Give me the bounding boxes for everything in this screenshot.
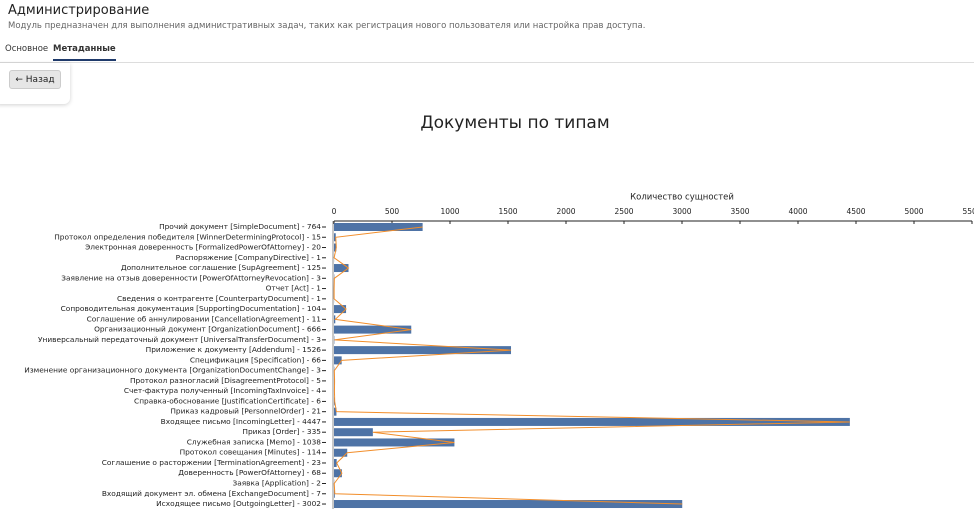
bar (334, 325, 412, 334)
y-tick-label: Приложение к документу [Addendum] - 1526 (146, 345, 322, 354)
y-tick-label: Протокол определения победителя [WinnerD… (54, 232, 321, 241)
x-tick-label: 4000 (788, 207, 807, 216)
y-tick-label: Дополнительное соглашение [SupAgreement]… (121, 263, 321, 272)
bar (334, 346, 512, 355)
chart-title: Документы по типам (420, 113, 609, 133)
y-tick-label: Спецификация [Specification] - 66 (190, 355, 321, 364)
y-tick-label: Исходящее письмо [OutgoingLetter] - 3002 (156, 499, 321, 508)
bar (334, 500, 683, 509)
tab[interactable]: Основное (5, 44, 49, 54)
y-tick-label: Приказ кадровый [PersonnelOrder] - 21 (170, 407, 321, 416)
bar (334, 458, 337, 467)
y-tick-label: Электронная доверенность [FormalizedPowe… (85, 243, 321, 252)
x-tick-label: 2500 (614, 207, 633, 216)
y-tick-label: Заявка [Application] - 2 (232, 479, 321, 488)
x-tick-label: 1500 (498, 207, 517, 216)
y-tick-label: Приказ [Order] - 335 (242, 427, 321, 436)
bar (334, 243, 337, 252)
bar (334, 223, 423, 231)
y-tick-label: Входящий документ эл. обмена [ExchangeDo… (102, 489, 321, 498)
x-axis-label: Количество сущностей (630, 193, 734, 203)
x-tick-label: 3000 (672, 207, 691, 216)
tab-active[interactable]: Метаданные (53, 44, 116, 61)
y-tick-label: Справка-обоснование [JustificationCertif… (134, 396, 321, 405)
y-tick-label: Протокол совещания [Minutes] - 114 (180, 448, 322, 457)
bar (334, 233, 336, 242)
back-button[interactable]: ← Назад (9, 70, 61, 89)
x-tick-label: 3500 (730, 207, 749, 216)
y-tick-label: Универсальный передаточный документ [Uni… (38, 335, 321, 344)
y-tick-label: Сопроводительная документация [Supportin… (61, 304, 322, 313)
y-tick-label: Соглашение об аннулировании [Cancellatio… (87, 314, 322, 323)
bar (334, 417, 850, 426)
x-tick-label: 5000 (904, 207, 923, 216)
y-tick-label: Счет-фактура полученный [IncomingTaxInvo… (124, 386, 321, 395)
y-tick-label: Организационный документ [OrganizationDo… (94, 325, 321, 334)
bar (334, 438, 455, 447)
page-subtitle: Модуль предназначен для выполнения админ… (8, 21, 646, 31)
bar (334, 305, 347, 314)
y-tick-label: Доверенность [PowerOfAttorney] - 68 (178, 468, 321, 477)
y-tick-label: Прочий документ [SimpleDocument] - 764 (159, 222, 321, 231)
x-tick-label: 0 (332, 207, 337, 216)
y-tick-label: Сведения о контрагенте [CounterpartyDocu… (117, 294, 321, 303)
bar (334, 264, 349, 273)
y-tick-label: Служебная записка [Memo] - 1038 (187, 437, 322, 446)
bar (334, 407, 337, 416)
y-tick-label: Протокол разногласий [DisagreementProtoc… (130, 376, 321, 385)
y-tick-label: Заявление на отзыв доверенности [PowerOf… (61, 273, 321, 282)
x-tick-label: 2000 (556, 207, 575, 216)
x-tick-label: 4500 (846, 207, 865, 216)
y-tick-label: Соглашение о расторжении [TerminationAgr… (102, 458, 322, 467)
y-tick-label: Отчет [Act] - 1 (266, 284, 322, 293)
page-title: Администрирование (8, 3, 150, 18)
divider (0, 62, 974, 63)
y-tick-label: Входящее письмо [IncomingLetter] - 4447 (161, 417, 322, 426)
bar (334, 448, 348, 457)
x-tick-label: 500 (385, 207, 400, 216)
trend-line (333, 226, 850, 505)
bar (334, 428, 373, 437)
y-tick-label: Распоряжение [CompanyDirective] - 1 (176, 253, 322, 262)
bar (334, 356, 342, 365)
x-tick-label: 1000 (440, 207, 459, 216)
x-tick-label: 5500 (962, 207, 974, 216)
bar (334, 469, 342, 478)
y-tick-label: Изменение организационного документа [Or… (24, 366, 321, 375)
